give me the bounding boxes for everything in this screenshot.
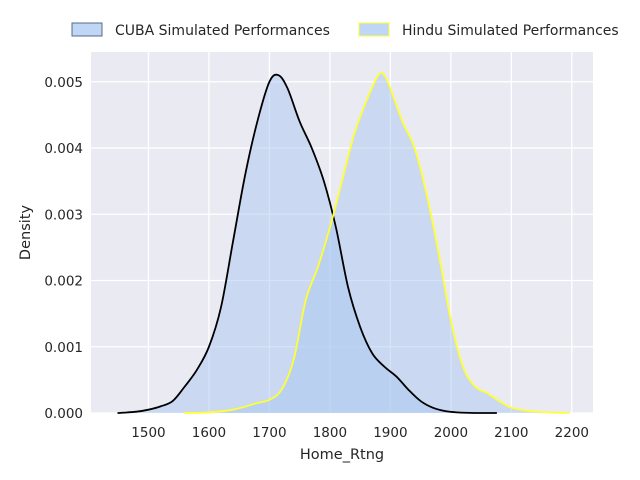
x-tick-labels: 1500 1600 1700 1800 1900 2000 2100 2200: [131, 425, 589, 441]
x-tick-label: 1800: [313, 425, 347, 441]
density-line-series-1: [117, 73, 498, 414]
x-tick-label: 1700: [252, 425, 286, 441]
x-tick-label: 2100: [494, 425, 528, 441]
density-area-series-2: [184, 72, 569, 413]
x-tick-label: 2200: [555, 425, 589, 441]
legend-swatch-series-1: [71, 22, 103, 37]
legend-swatch-series-2: [358, 22, 390, 37]
density-area-series-1: [118, 74, 497, 413]
y-tick-label: 0.000: [44, 406, 83, 422]
legend-label-series-1: CUBA Simulated Performances: [115, 23, 330, 39]
y-tick-label: 0.002: [44, 274, 83, 290]
y-tick-labels: 0.000 0.001 0.002 0.003 0.004 0.005: [44, 75, 83, 422]
density-areas: [118, 72, 569, 413]
x-tick-label: 1600: [192, 425, 226, 441]
y-tick-label: 0.004: [44, 141, 83, 157]
y-tick-label: 0.005: [44, 75, 83, 91]
y-tick-label: 0.001: [44, 340, 83, 356]
x-tick-label: 1900: [373, 425, 407, 441]
x-axis-label: Home_Rtng: [300, 447, 384, 463]
y-axis-label: Density: [18, 205, 34, 261]
legend-label-series-2: Hindu Simulated Performances: [402, 23, 619, 39]
density-line-series-2: [183, 71, 570, 414]
y-tick-label: 0.003: [44, 207, 83, 223]
legend: CUBA Simulated Performances Hindu Simulat…: [71, 22, 619, 39]
x-tick-label: 1500: [131, 425, 165, 441]
x-tick-label: 2000: [434, 425, 468, 441]
density-lines: [117, 71, 570, 414]
